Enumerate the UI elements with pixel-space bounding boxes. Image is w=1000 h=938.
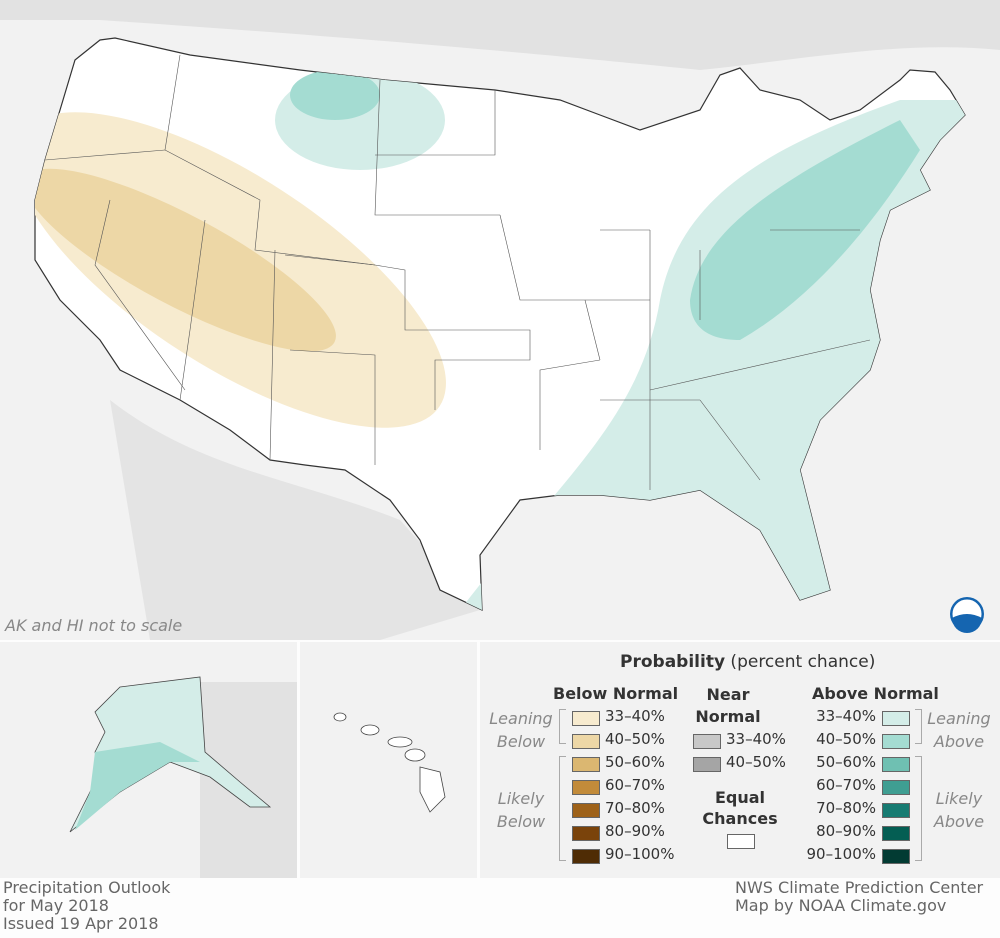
leaning-above-label: Leaning Above [927,709,991,751]
above-swatch [882,711,910,726]
below-normal-heading: Below Normal [553,684,679,703]
above-swatch [882,780,910,795]
hawaii-inset [300,642,477,878]
below-label: 40–50% [605,730,665,748]
below-label: 60–70% [605,776,665,794]
below-swatch [572,734,600,749]
above-label: 80–90% [816,822,876,840]
canada-land [200,682,297,878]
above-swatch [882,757,910,772]
legend-title: Probability (percent chance) [620,652,876,672]
canada-land [0,0,1000,70]
map-svg [0,0,1000,640]
state-borders [44,54,871,490]
above-label: 70–80% [816,799,876,817]
near-normal-heading: Near Normal [695,685,761,726]
footer-left: Precipitation Outlook for May 2018 Issued … [3,878,171,933]
near-swatch [693,734,721,749]
alaska-inset [0,642,297,878]
below-swatch [572,711,600,726]
above-swatch [882,826,910,841]
leaning-below-40-50-region [35,168,336,352]
near-label: 40–50% [726,753,786,771]
equal-chances-swatch [727,834,755,849]
below-label: 50–60% [605,753,665,771]
alaska-40-50-region [75,742,200,830]
near-label: 33–40% [726,730,786,748]
above-label: 60–70% [816,776,876,794]
below-swatch [572,849,600,864]
conus-map: AK and HI not to scale [0,0,1000,640]
below-label: 70–80% [605,799,665,817]
scale-note: AK and HI not to scale [5,616,183,635]
below-swatch [572,757,600,772]
hawaii-islands [333,712,446,813]
above-swatch [882,803,910,818]
leaning-above-montana [290,70,380,120]
likely-below-label: Likely Below [496,789,546,831]
mexico-land [110,400,480,640]
above-swatch [882,849,910,864]
below-swatch [572,780,600,795]
equal-chances-heading: Equal Chances [702,788,778,828]
below-label: 90–100% [605,845,675,863]
legend: Probability (percent chance) Below Norma… [480,642,1000,878]
noaa-logo [950,597,984,633]
above-normal-heading: Above Normal [812,684,939,703]
likely-above-label: Likely Above [933,789,985,831]
leaning-below-label: Leaning Below [489,709,553,751]
below-swatch [572,803,600,818]
below-label: 80–90% [605,822,665,840]
above-swatch [882,734,910,749]
near-swatch [693,757,721,772]
footer-right: NWS Climate Prediction Center Map by NOAA… [735,878,984,915]
above-label: 90–100% [806,845,876,863]
below-label: 33–40% [605,707,665,725]
above-label: 40–50% [816,730,876,748]
above-label: 50–60% [816,753,876,771]
below-swatch [572,826,600,841]
above-label: 33–40% [816,707,876,725]
